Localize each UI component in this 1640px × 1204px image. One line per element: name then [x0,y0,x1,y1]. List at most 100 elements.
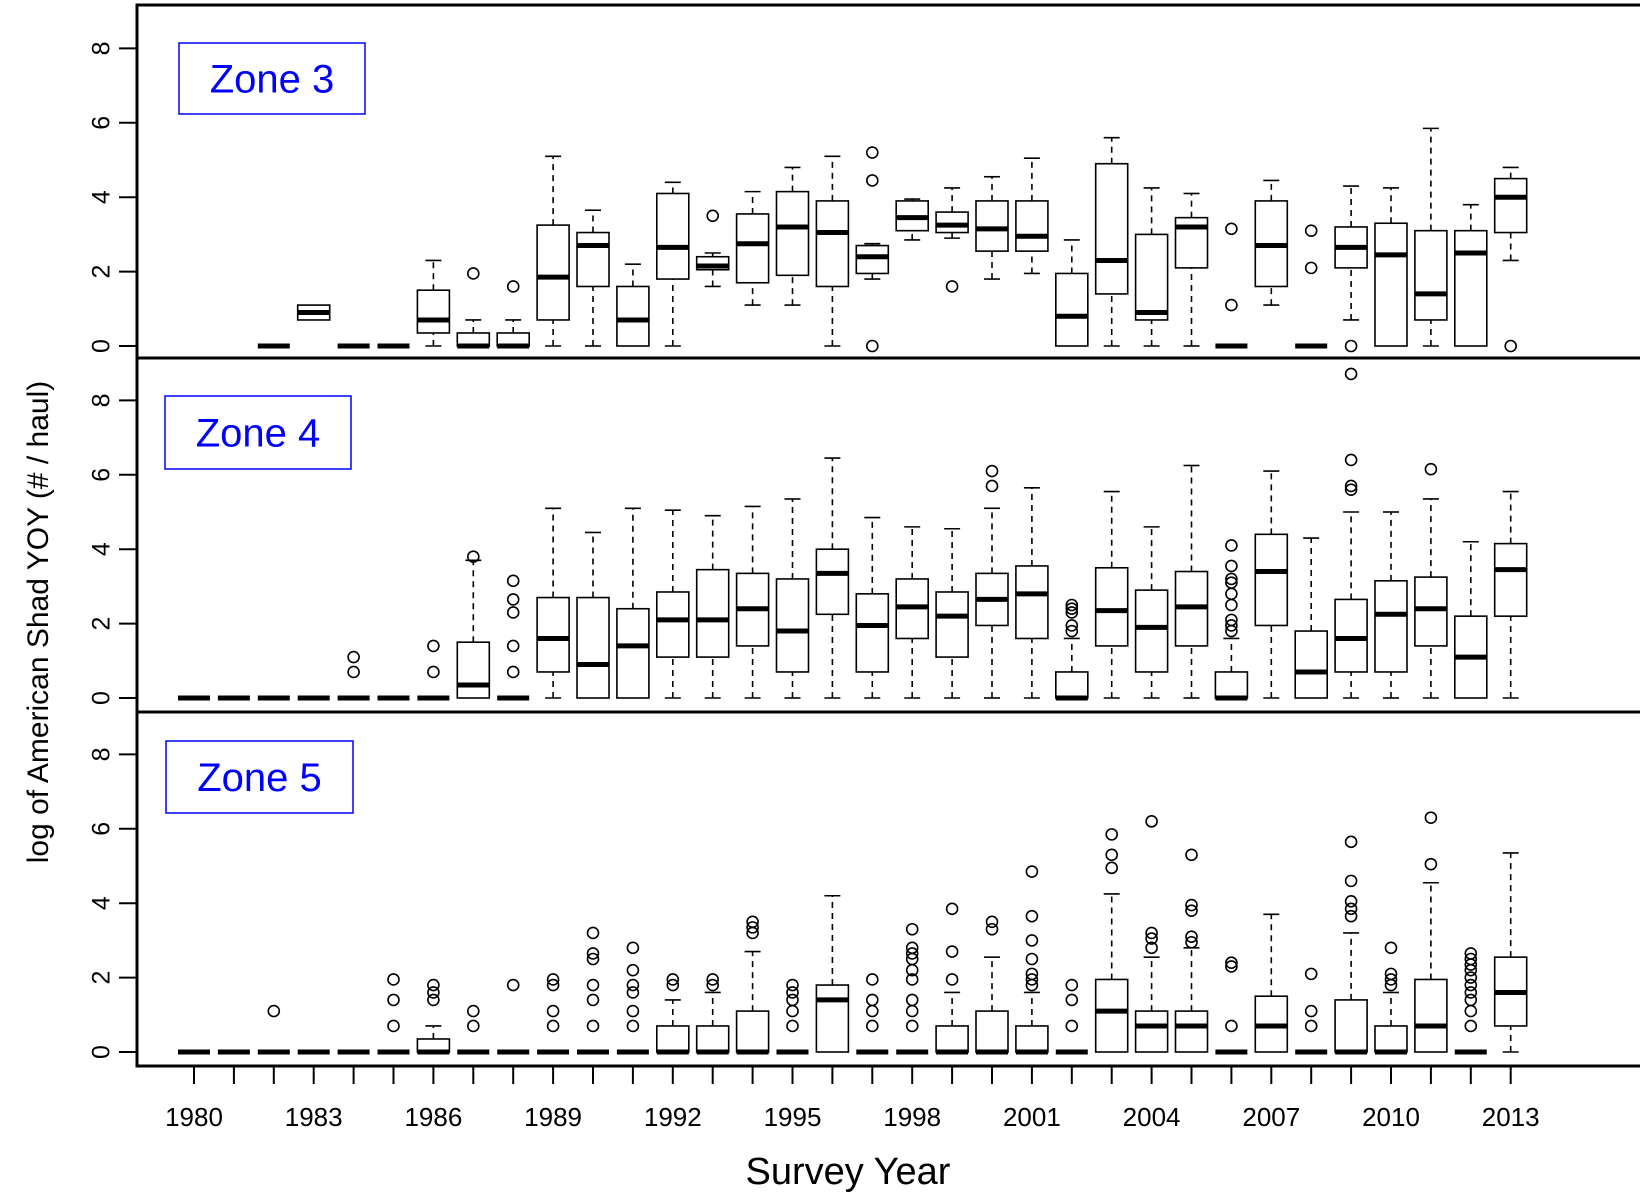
box-1994 [735,190,770,306]
outlier-point [1185,848,1198,862]
box-2011 [1414,127,1448,347]
box-1990 [576,531,610,699]
outlier-point [1225,587,1238,601]
box-2013 [1493,852,1528,1053]
box-2001 [1015,487,1049,699]
box-1984 [337,650,370,701]
box-1997 [856,973,889,1055]
box-1994 [735,505,770,699]
box-iqr [536,224,570,321]
outlier-point [626,1004,640,1018]
x-tick-label: 1998 [883,1102,941,1132]
outlier-point [905,922,919,936]
outlier-point [1344,483,1358,496]
x-tick-label: 1986 [404,1102,462,1132]
y-tick-label: 0 [88,1045,116,1059]
box-iqr [1015,200,1049,252]
outlier-point [626,978,640,992]
outlier-point [1464,971,1478,984]
outlier-point [1145,941,1158,955]
box-iqr [616,285,650,347]
box-iqr [1414,229,1448,321]
box-1988 [497,574,530,701]
outlier-point [1344,367,1358,381]
box-iqr [1493,542,1528,617]
outlier-point [1384,973,1398,986]
panel-zone-5: 0 2 4 6 8 Zone 5 [88,710,1640,1068]
outlier-point [427,639,440,653]
box-2003 [1094,136,1129,347]
box-iqr [1374,1025,1408,1053]
box-iqr [815,200,850,288]
outlier-point [905,941,919,955]
outlier-point [466,1019,480,1033]
outlier-point [1065,1019,1079,1033]
box-iqr [775,190,810,277]
box-1990 [577,926,609,1055]
box-2009 [1334,835,1368,1055]
box-iqr [1055,671,1089,699]
box-1995 [775,166,810,306]
outlier-point [1225,539,1238,552]
box-iqr [1374,222,1408,347]
outlier-point [1304,1019,1318,1033]
zone-label-box [164,395,352,470]
box-iqr [815,548,850,616]
box-1989 [537,973,570,1055]
box-iqr [1055,272,1089,347]
outlier-point [1065,993,1079,1007]
outlier-point [626,986,640,999]
outlier-point [945,902,959,916]
outlier-point [786,978,799,992]
outlier-point [506,280,520,293]
box-2012 [1454,203,1488,347]
box-iqr [1334,598,1368,673]
outlier-point [466,267,480,280]
outlier-point [1225,298,1238,312]
outlier-point [427,986,440,999]
outlier-point [1344,902,1358,916]
outlier-point [1225,613,1238,627]
outlier-point [1225,572,1238,586]
outlier-point [865,993,879,1007]
box-2002 [1055,598,1089,701]
box-iqr [1454,229,1488,347]
box-iqr [1134,233,1169,321]
box-1988 [497,978,530,1055]
outlier-point [786,1004,799,1018]
box-2008 [1295,224,1328,349]
box-1992 [655,509,690,699]
outlier-point [1464,952,1478,966]
box-2009 [1334,185,1368,381]
y-tick-label: 2 [88,617,116,631]
box-iqr [456,641,491,699]
box-1996 [815,457,850,699]
outlier-point [1225,222,1238,236]
box-iqr [655,1025,690,1053]
box-iqr [576,231,610,288]
outlier-point [786,993,799,1007]
box-iqr [416,289,451,334]
y-tick-label: 6 [88,116,116,130]
x-tick-label: 2001 [1003,1102,1061,1132]
box-iqr [1134,1010,1169,1053]
y-tick-label: 8 [88,747,116,761]
outlier-point [626,1019,640,1033]
outlier-point [1424,857,1438,871]
outlier-point [1145,926,1158,940]
box-iqr [1094,566,1129,647]
outlier-point [985,915,999,929]
box-iqr [735,1010,770,1053]
outlier-point [1225,559,1238,573]
outlier-point [666,978,680,992]
outlier-point [586,1019,600,1033]
x-tick-label: 1992 [644,1102,702,1132]
y-tick-label: 8 [88,393,116,407]
box-2008 [1295,967,1328,1055]
outlier-point [1384,941,1398,955]
outlier-point [506,978,520,992]
box-1989 [536,507,570,699]
box-iqr [1414,978,1448,1053]
outlier-point [905,973,919,986]
box-2006 [1215,956,1248,1055]
